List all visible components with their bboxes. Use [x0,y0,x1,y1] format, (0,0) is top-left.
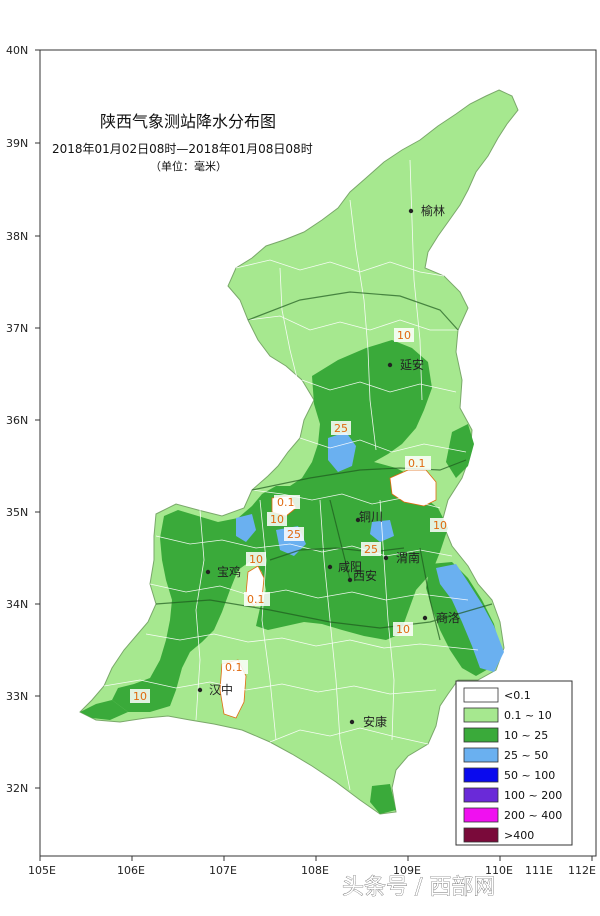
rain-zone-25-50 [328,432,356,472]
legend: <0.1 0.1 ~ 10 10 ~ 25 25 ~ 50 50 ~ 100 1… [455,680,573,846]
x-axis: 105E 106E 107E 108E 109E 110E 111E 112E [28,856,596,877]
y-tick-label: 34N [6,598,28,611]
city-label-baoji: 宝鸡 [217,564,241,579]
y-tick-label: 35N [6,506,28,519]
city-label-yanan: 延安 [400,357,424,372]
y-tick-label: 36N [6,414,28,427]
y-tick-label: 32N [6,782,28,795]
legend-label: >400 [504,829,534,842]
city-label-shangluo: 商洛 [436,610,460,625]
y-tick-label: 38N [6,230,28,243]
contour-label: 10 [133,690,147,703]
rain-zone-25-50 [436,564,504,672]
contour-label: 10 [433,519,447,532]
legend-swatch [463,807,499,823]
legend-swatch [463,767,499,783]
contour-label: 0.1 [225,661,243,674]
contour-label: 10 [249,553,263,566]
contour-label: 0.1 [247,593,265,606]
city-label-hanzhong: 汉中 [209,682,233,697]
legend-swatch [463,827,499,843]
legend-swatch [463,727,499,743]
contour-label: 25 [334,422,348,435]
contour-label: 10 [397,329,411,342]
x-tick-label: 110E [485,864,513,877]
prefecture-boundaries [155,291,493,641]
city-label-tongchuan: 铜川 [359,509,383,524]
x-tick-label: 106E [117,864,145,877]
legend-swatch [463,787,499,803]
contour-labels: 10 25 0.1 0.1 10 25 25 10 10 0.1 10 0.1 … [130,328,450,703]
legend-swatch [463,707,499,723]
city-label-xian: 西安 [353,568,377,583]
y-axis: 40N 39N 38N 37N 36N 35N 34N 33N 32N [6,44,40,795]
legend-label: 25 ~ 50 [504,749,548,762]
y-tick-label: 33N [6,690,28,703]
legend-label: 10 ~ 25 [504,729,548,742]
county-boundaries [103,159,479,791]
city-label-weinan: 渭南 [396,550,420,565]
map-unit: （单位：毫米） [150,159,227,173]
legend-label: 200 ~ 400 [504,809,562,822]
contour-label: 10 [270,513,284,526]
watermark: 头条号 / 西部网 [342,875,495,900]
city-label-ankang: 安康 [363,714,387,729]
city-label-yulin: 榆林 [421,203,445,218]
map-title: 陕西气象测站降水分布图 [100,112,276,131]
x-tick-label: 107E [209,864,237,877]
city-label-xianyang: 咸阳 [338,560,362,574]
legend-swatch [463,747,499,763]
x-tick-label: 111E [525,864,553,877]
contour-label: 25 [364,543,378,556]
legend-label: 0.1 ~ 10 [504,709,552,722]
x-tick-label: 108E [301,864,329,877]
rain-zone-10-25-southwest [80,700,128,720]
legend-label: 50 ~ 100 [504,769,555,782]
x-tick-label: 112E [568,864,596,877]
rain-zone-10-25-south [370,784,396,814]
map-subtitle: 2018年01月02日08时—2018年01月08日08时 [52,142,313,156]
rain-zone-25-50 [236,514,256,542]
y-tick-label: 40N [6,44,28,57]
x-tick-label: 109E [393,864,421,877]
contour-label: 25 [287,528,301,541]
city-markers: 榆林 延安 铜川 渭南 宝鸡 咸阳 西安 商洛 汉中 安康 [197,203,460,729]
contour-label: 10 [396,623,410,636]
legend-label: <0.1 [504,689,531,702]
x-tick-label: 105E [28,864,56,877]
legend-swatch [463,687,499,703]
y-tick-label: 39N [6,137,28,150]
contour-label: 0.1 [408,457,426,470]
contour-label: 0.1 [277,496,295,509]
legend-label: 100 ~ 200 [504,789,562,802]
y-tick-label: 37N [6,322,28,335]
